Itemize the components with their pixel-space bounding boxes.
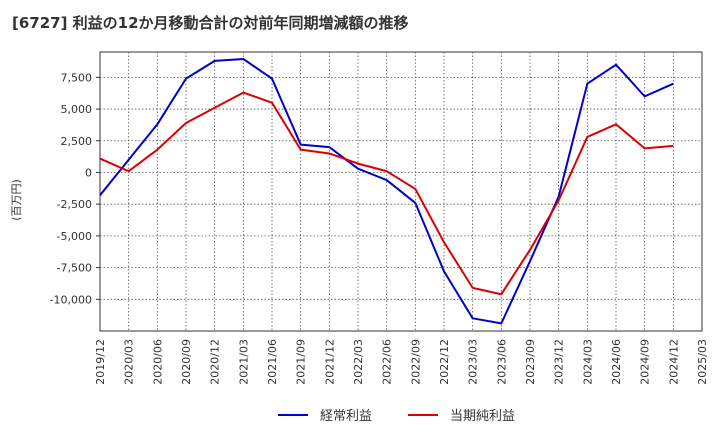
x-axis-ticks: 2019/12 2020/03 2020/06 2020/09 2020/12 2021/…: [94, 339, 709, 385]
x-tick-label: 2023/03: [467, 339, 480, 385]
x-tick-label: 2020/06: [151, 339, 164, 385]
x-tick-label: 2022/12: [438, 339, 451, 385]
series-line-2: [99, 91, 674, 296]
y-tick-label: 5,000: [61, 103, 93, 116]
legend-label-1: 経常利益: [320, 409, 372, 424]
x-tick-label: 2025/03: [696, 339, 709, 385]
legend-label-2: 当期純利益: [450, 409, 515, 424]
x-tick-label: 2022/09: [409, 339, 422, 385]
y-tick-label: 0: [85, 166, 92, 179]
x-tick-label: 2024/06: [610, 339, 623, 385]
series-layer: [99, 57, 674, 325]
x-tick-label: 2024/09: [639, 339, 652, 385]
y-axis-label: (百万円): [10, 179, 23, 221]
x-tick-label: 2023/12: [553, 339, 566, 385]
x-tick-label: 2021/09: [295, 339, 308, 385]
x-tick-label: 2023/06: [495, 339, 508, 385]
chart-title: [6727] 利益の12か月移動合計の対前年同期増減額の推移: [12, 14, 409, 32]
y-tick-label: -5,000: [57, 230, 92, 243]
x-tick-label: 2020/09: [180, 339, 193, 385]
y-tick-label: 2,500: [61, 135, 93, 148]
x-tick-label: 2020/12: [209, 339, 222, 385]
y-tick-label: 7,500: [61, 71, 93, 84]
x-tick-label: 2020/03: [123, 339, 136, 385]
y-axis-ticks: 7,500 5,000 2,500 0 -2,500 -5,000 -7,500 -10,00…: [50, 71, 100, 306]
x-tick-label: 2023/09: [524, 339, 537, 385]
series-line-1: [99, 57, 674, 325]
y-tick-label: -10,000: [50, 293, 92, 306]
legend: 経常利益 当期純利益: [278, 409, 515, 424]
x-tick-label: 2019/12: [94, 339, 107, 385]
x-tick-label: 2024/03: [581, 339, 594, 385]
x-tick-label: 2021/06: [266, 339, 279, 385]
x-tick-label: 2022/06: [381, 339, 394, 385]
y-tick-label: -7,500: [57, 262, 92, 275]
grid-lines: [100, 52, 702, 331]
x-tick-label: 2024/12: [667, 339, 680, 385]
x-tick-label: 2022/03: [352, 339, 365, 385]
x-tick-label: 2021/03: [237, 339, 250, 385]
x-tick-label: 2021/12: [323, 339, 336, 385]
y-tick-label: -2,500: [57, 198, 92, 211]
